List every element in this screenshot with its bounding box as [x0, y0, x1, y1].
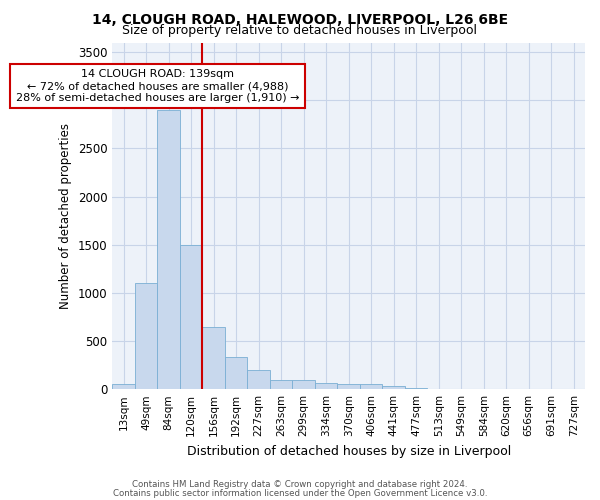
Bar: [180, 244, 202, 389]
Bar: [225, 358, 247, 389]
Bar: [202, 326, 225, 389]
Bar: [135, 284, 157, 389]
Bar: [270, 380, 292, 389]
Text: Contains HM Land Registry data © Crown copyright and database right 2024.: Contains HM Land Registry data © Crown c…: [132, 480, 468, 489]
Bar: [405, 388, 427, 389]
Bar: [157, 110, 180, 389]
Bar: [360, 384, 382, 389]
Bar: [247, 370, 270, 389]
Bar: [382, 386, 405, 389]
Text: 14 CLOUGH ROAD: 139sqm
← 72% of detached houses are smaller (4,988)
28% of semi-: 14 CLOUGH ROAD: 139sqm ← 72% of detached…: [16, 70, 299, 102]
Bar: [292, 380, 315, 389]
Bar: [315, 384, 337, 389]
Bar: [337, 384, 360, 389]
Y-axis label: Number of detached properties: Number of detached properties: [59, 123, 73, 309]
Text: Contains public sector information licensed under the Open Government Licence v3: Contains public sector information licen…: [113, 488, 487, 498]
Text: 14, CLOUGH ROAD, HALEWOOD, LIVERPOOL, L26 6BE: 14, CLOUGH ROAD, HALEWOOD, LIVERPOOL, L2…: [92, 12, 508, 26]
X-axis label: Distribution of detached houses by size in Liverpool: Distribution of detached houses by size …: [187, 444, 511, 458]
Text: Size of property relative to detached houses in Liverpool: Size of property relative to detached ho…: [122, 24, 478, 37]
Bar: [112, 384, 135, 389]
